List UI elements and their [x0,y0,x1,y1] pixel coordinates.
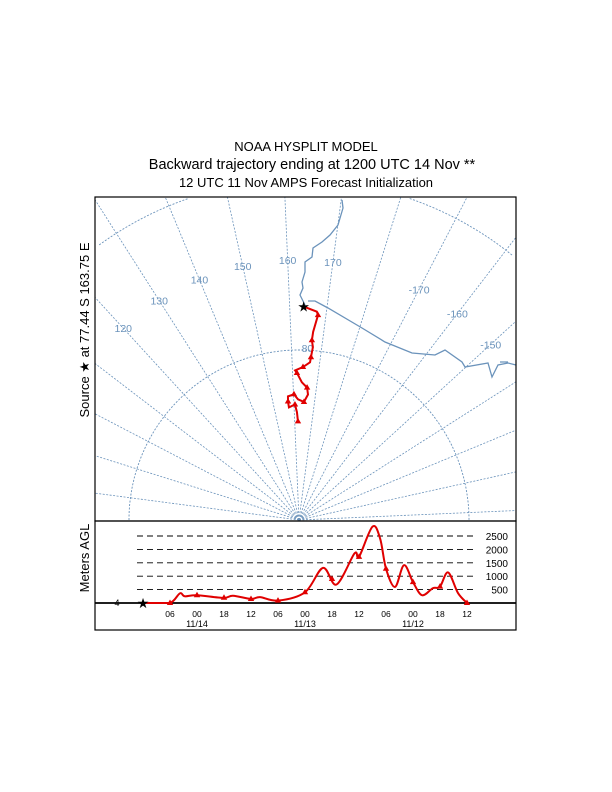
height-marker [355,553,363,559]
trajectory-marker [293,369,301,375]
meridian-line [95,492,300,521]
meridian-line [95,199,300,521]
title-initialization: 12 UTC 11 Nov AMPS Forecast Initializati… [179,175,433,190]
date-label: 11/14 [186,619,208,629]
height-marker [436,583,444,589]
meridian-label: -160 [447,309,468,321]
latitude-circle [98,198,189,246]
trajectory-marker [299,363,307,370]
y-tick-label: 1500 [486,559,509,570]
source-star-icon: ★ [137,595,150,611]
meridian-label: 150 [234,261,252,273]
coastline [299,199,516,379]
y-tick-label: 2500 [486,532,509,543]
x-tick-label: 12 [246,609,256,619]
meridian-line [95,363,300,521]
y-tick-label: 500 [491,586,508,597]
source-star-icon: ★ [297,299,310,315]
meridian-line [298,197,468,521]
meridian-line [298,510,516,521]
meridian-line [284,197,300,521]
x-tick-label: 06 [273,609,283,619]
height-marker [193,591,201,598]
height-frame [94,520,517,631]
x-tick-label: 12 [354,609,364,619]
meridian-label: -150 [480,339,501,351]
meridian-label: -170 [409,284,430,296]
meridian-label: 170 [324,257,342,269]
x-tick-label: 18 [219,609,229,619]
date-label: 11/12 [402,619,424,629]
trajectory-marker [303,384,311,390]
map-grid: 120 130 140 150 160 170 -170 -160 -150 80 [95,197,516,521]
source-label: Source ★ at 77.44 S 163.75 E [77,242,92,417]
y-tick-label: 1000 [486,572,509,583]
trajectory-marker [300,398,308,404]
meridian-line [227,197,300,521]
meridian-line [298,197,402,521]
latitude-circle [409,198,514,257]
height-line [142,524,468,604]
trajectory-marker [284,398,292,404]
height-marker [328,575,336,581]
x-tick-label: 00 [300,609,310,619]
x-tick-label: 06 [165,609,175,619]
meridian-line [298,381,516,521]
x-tick-label: 18 [435,609,445,619]
height-marker [382,565,390,571]
height-marker [166,599,174,605]
meridian-label: 120 [115,323,133,335]
x-tick-label: 00 [192,609,202,619]
trajectory-path: ★ [284,299,322,424]
height-marker [463,599,471,605]
meridian-line [164,197,300,521]
latitude-circle [128,349,470,520]
meridian-line [95,455,300,521]
source-height-label: 4 [114,598,119,608]
x-tick-label: 12 [462,609,472,619]
meridian-line [298,236,516,521]
latitude-label: 80 [302,343,314,355]
date-label: 11/13 [294,619,316,629]
trajectory-marker [314,311,322,318]
map-frame [94,196,517,522]
height-marker [274,597,282,603]
meridian-line [95,413,300,521]
meridian-line [298,471,516,521]
trajectory-marker [307,353,315,360]
height-marker [409,578,417,585]
meridian-label: 160 [279,255,297,267]
title-trajectory: Backward trajectory ending at 1200 UTC 1… [149,157,476,173]
meridian-line [298,197,342,521]
x-tick-label: 18 [327,609,337,619]
trajectory-marker [308,336,316,343]
height-axis-label: Meters AGL [77,524,92,593]
trajectory-marker [290,390,298,397]
x-tick-label: 00 [408,609,418,619]
meridian-line [95,297,300,521]
meridian-label: 140 [191,275,209,287]
height-marker [220,594,228,600]
trajectory-marker [291,400,299,407]
x-tick-label: 06 [381,609,391,619]
trajectory-marker [294,417,302,424]
trajectory-map: 120 130 140 150 160 170 -170 -160 -150 80 ★ [95,197,516,521]
title-model: NOAA HYSPLIT MODEL [234,139,378,154]
meridian-line [298,320,516,521]
meridian-line [298,429,516,521]
height-marker [247,595,255,601]
y-tick-label: 2000 [486,545,509,556]
meridian-label: 130 [150,296,168,308]
height-marker [301,588,309,595]
